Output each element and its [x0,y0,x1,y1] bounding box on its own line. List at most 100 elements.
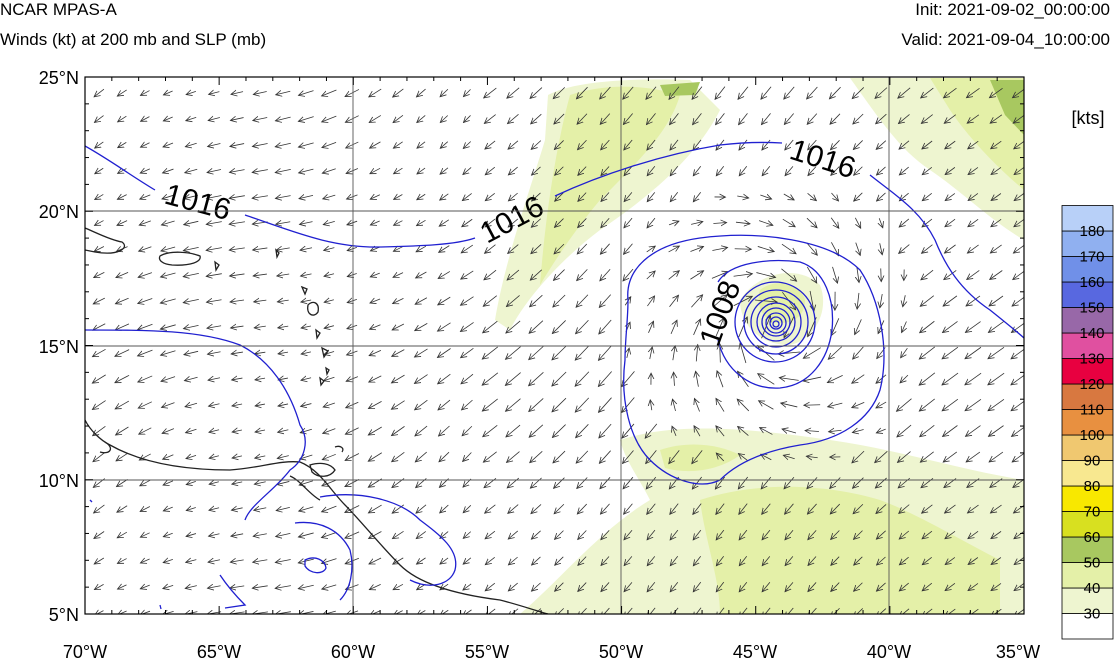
wind-arrow [231,92,244,95]
wind-arrow [530,87,543,99]
wind-arrow [531,218,541,227]
wind-arrow [462,609,472,614]
wind-arrow [783,455,795,459]
wind-arrow [898,87,911,98]
colorbar-swatch [1061,281,1114,308]
wind-arrow [781,268,796,281]
wind-arrow [300,455,313,459]
wind-arrow [95,141,104,148]
wind-arrow [232,404,243,406]
wind-arrow [943,295,958,306]
colorbar-level-label: 50 [1084,555,1101,572]
wind-arrow [830,477,841,489]
wind-arrow [967,270,980,279]
wind-arrow [208,143,221,146]
wind-arrow [301,326,312,328]
wind-arrow [668,221,679,225]
wind-arrow [463,504,472,512]
wind-arrow [232,430,242,432]
colorbar-level-label: 130 [1079,351,1104,368]
wind-arrow [623,476,634,489]
wind-arrow [161,221,175,225]
wind-arrow [784,86,795,99]
wind-arrow [324,300,334,302]
wind-arrow [209,482,219,485]
wind-arrow [831,318,840,335]
wind-arrow [803,347,821,359]
wind-arrow [761,86,772,99]
wind-arrow [670,320,677,335]
wind-arrow [299,507,314,511]
wind-arrow [393,141,403,148]
wind-arrow [347,221,358,225]
wind-arrow [623,450,634,464]
wind-arrow [623,268,634,281]
wind-arrow [552,320,566,333]
wind-arrow [416,88,426,97]
wind-arrow [392,451,405,461]
wind-arrow [553,450,566,463]
wind-arrow [624,607,633,614]
wind-arrow [370,195,380,200]
wind-arrow [876,166,886,175]
wind-arrow [531,113,542,124]
wind-arrow [944,87,957,98]
wind-arrow [440,504,449,513]
wind-arrow [392,323,405,330]
wind-arrow [852,429,864,432]
wind-arrow [647,607,656,614]
wind-arrow [368,504,382,513]
wind-arrow [600,268,611,281]
wind-arrow [206,248,222,251]
wind-arrow [829,86,841,99]
wind-arrow [808,607,817,614]
wind-arrow [966,451,981,462]
wind-arrow [807,86,818,99]
wind-arrow [716,503,725,515]
wind-arrow [760,195,771,199]
wind-arrow [417,141,426,148]
wind-arrow [601,582,610,591]
wind-arrow [785,556,794,565]
wind-arrow [810,290,814,311]
wind-arrow [463,167,472,174]
colorbar-swatch [1061,562,1114,589]
wind-arrow [553,294,566,307]
wind-arrow [715,476,725,489]
wind-arrow [117,559,127,564]
wind-arrow [369,584,381,589]
wind-arrow [711,272,728,279]
wind-arrow [440,88,449,97]
colorbar-level-label: 180 [1079,223,1104,240]
wind-arrow [278,404,289,406]
wind-arrow [876,113,887,124]
colorbar-level-label: 70 [1084,504,1101,521]
wind-arrow [988,346,1005,358]
colorbar-level-label: 170 [1079,249,1104,266]
wind-arrow [392,504,405,513]
wind-arrow [552,424,566,438]
wind-arrow [229,248,245,250]
wind-arrow [785,166,794,175]
colorbar-swatch [1061,205,1114,232]
wind-arrow [779,378,799,381]
wind-arrow [462,218,473,226]
wind-arrow [576,294,589,307]
wind-arrow [944,114,957,124]
wind-arrow [739,503,748,515]
wind-arrow [645,423,658,438]
wind-arrow [162,429,175,434]
wind-arrow [968,167,979,174]
wind-arrow [299,611,314,614]
wind-arrow [693,581,702,592]
wind-arrow [253,117,268,120]
wind-arrow [1014,193,1024,200]
wind-arrow [803,377,822,381]
wind-arrow [785,582,794,591]
wind-arrow [897,451,911,463]
wind-arrow [717,371,724,388]
wind-arrow [601,556,610,566]
wind-arrow [485,244,496,254]
wind-arrow [756,272,775,278]
colorbar-swatch [1061,587,1114,614]
